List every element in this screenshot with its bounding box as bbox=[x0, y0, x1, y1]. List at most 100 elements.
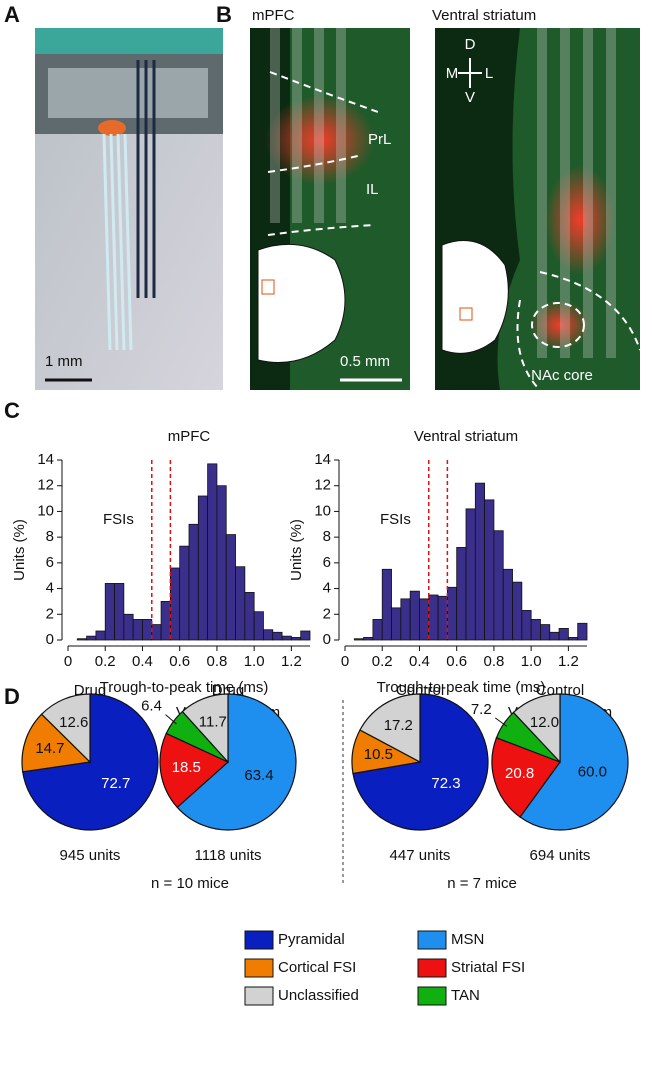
y-tick-label: 12 bbox=[37, 477, 54, 494]
bar bbox=[484, 499, 495, 641]
pie-slice bbox=[176, 693, 297, 831]
panel-label: D bbox=[4, 684, 20, 709]
annotation: FSIs bbox=[103, 511, 134, 528]
bar bbox=[465, 508, 476, 641]
compass-label: L bbox=[485, 65, 493, 82]
y-tick-label: 0 bbox=[323, 631, 331, 648]
data-label: 10.5 bbox=[364, 746, 393, 763]
bar bbox=[400, 598, 411, 641]
pie-slice bbox=[21, 713, 92, 773]
bar bbox=[160, 601, 171, 641]
bar bbox=[381, 568, 392, 641]
bar bbox=[372, 619, 383, 641]
panel-label: C bbox=[4, 398, 20, 423]
bar bbox=[577, 622, 588, 641]
legend-label: MSN bbox=[451, 931, 484, 948]
x-tick-label: 1.2 bbox=[558, 653, 579, 670]
compass-label: V bbox=[465, 89, 475, 106]
data-label: 63.4 bbox=[244, 767, 273, 784]
pie-slice bbox=[359, 693, 421, 764]
bar bbox=[95, 630, 106, 641]
pie-slice bbox=[512, 693, 561, 764]
x-tick-label: 0.6 bbox=[169, 653, 190, 670]
group-note: n = 7 mice bbox=[447, 875, 517, 892]
data-label: 72.3 bbox=[431, 775, 460, 792]
data-label: 7.2 bbox=[471, 701, 492, 718]
y-axis-label: Units (%) bbox=[288, 519, 305, 581]
bar bbox=[188, 523, 199, 641]
data-label: 17.2 bbox=[384, 717, 413, 734]
x-tick-label: 1.0 bbox=[244, 653, 265, 670]
pie-subtitle: 945 units bbox=[60, 847, 121, 864]
leader-line bbox=[494, 717, 508, 727]
legend-label: Cortical FSI bbox=[278, 959, 356, 976]
legend-swatch bbox=[417, 958, 447, 978]
legend-label: Pyramidal bbox=[278, 931, 345, 948]
target-label: NAc core bbox=[531, 367, 593, 384]
bar bbox=[263, 629, 274, 641]
bar bbox=[207, 463, 218, 641]
y-tick-label: 6 bbox=[323, 554, 331, 571]
bar bbox=[132, 619, 143, 641]
y-axis-label: Units (%) bbox=[11, 519, 28, 581]
y-tick-label: 6 bbox=[46, 554, 54, 571]
bar bbox=[567, 637, 579, 641]
x-tick-label: 0.2 bbox=[372, 653, 393, 670]
bar bbox=[540, 624, 551, 641]
bar bbox=[419, 598, 430, 641]
panel-label: B bbox=[216, 2, 232, 27]
y-tick-label: 14 bbox=[37, 451, 54, 468]
data-label: 20.8 bbox=[505, 765, 534, 782]
bar bbox=[104, 583, 115, 641]
bar bbox=[446, 586, 458, 641]
pie-slice bbox=[40, 693, 91, 764]
image-title: mPFC bbox=[252, 7, 295, 24]
legend-swatch bbox=[417, 986, 447, 1006]
bar bbox=[409, 590, 420, 641]
x-tick-label: 0 bbox=[64, 653, 72, 670]
x-tick-label: 1.0 bbox=[521, 653, 542, 670]
bar bbox=[391, 607, 402, 641]
y-tick-label: 2 bbox=[323, 605, 331, 622]
scale-bar-label: 0.5 mm bbox=[340, 353, 390, 370]
y-tick-label: 8 bbox=[323, 528, 331, 545]
legend-label: Striatal FSI bbox=[451, 959, 525, 976]
x-tick-label: 0.6 bbox=[446, 653, 467, 670]
bar bbox=[114, 583, 125, 641]
legend-label: TAN bbox=[451, 987, 480, 1004]
bar bbox=[169, 567, 181, 641]
y-tick-label: 4 bbox=[46, 580, 54, 597]
bar bbox=[474, 482, 486, 641]
group-note: n = 10 mice bbox=[151, 875, 229, 892]
data-label: 12.0 bbox=[530, 714, 559, 731]
legend-label: Unclassified bbox=[278, 987, 359, 1004]
x-tick-label: 1.2 bbox=[281, 653, 302, 670]
bar bbox=[428, 594, 439, 641]
x-tick-label: 0.4 bbox=[409, 653, 430, 670]
x-axis-label: Trough-to-peak time (ms) bbox=[377, 679, 546, 696]
legend-swatch bbox=[417, 930, 447, 950]
leader-line bbox=[165, 714, 177, 725]
bar bbox=[197, 495, 209, 641]
bar bbox=[456, 547, 467, 641]
bar bbox=[437, 595, 448, 641]
x-tick-label: 0.4 bbox=[132, 653, 153, 670]
x-tick-label: 0.8 bbox=[483, 653, 504, 670]
region-label: PrL bbox=[368, 131, 391, 148]
bar bbox=[123, 613, 134, 641]
bar bbox=[151, 624, 162, 641]
bar bbox=[530, 619, 541, 641]
y-tick-label: 4 bbox=[323, 580, 331, 597]
data-label: 60.0 bbox=[578, 763, 607, 780]
bar bbox=[216, 485, 227, 641]
scale-bar-label: 1 mm bbox=[45, 353, 83, 370]
data-label: 72.7 bbox=[101, 775, 130, 792]
bar bbox=[300, 630, 311, 641]
bar bbox=[76, 638, 88, 641]
region-label: IL bbox=[366, 181, 379, 198]
y-tick-label: 0 bbox=[46, 631, 54, 648]
legend-swatch bbox=[244, 958, 274, 978]
data-label: 11.7 bbox=[199, 714, 227, 731]
bar bbox=[179, 545, 190, 641]
